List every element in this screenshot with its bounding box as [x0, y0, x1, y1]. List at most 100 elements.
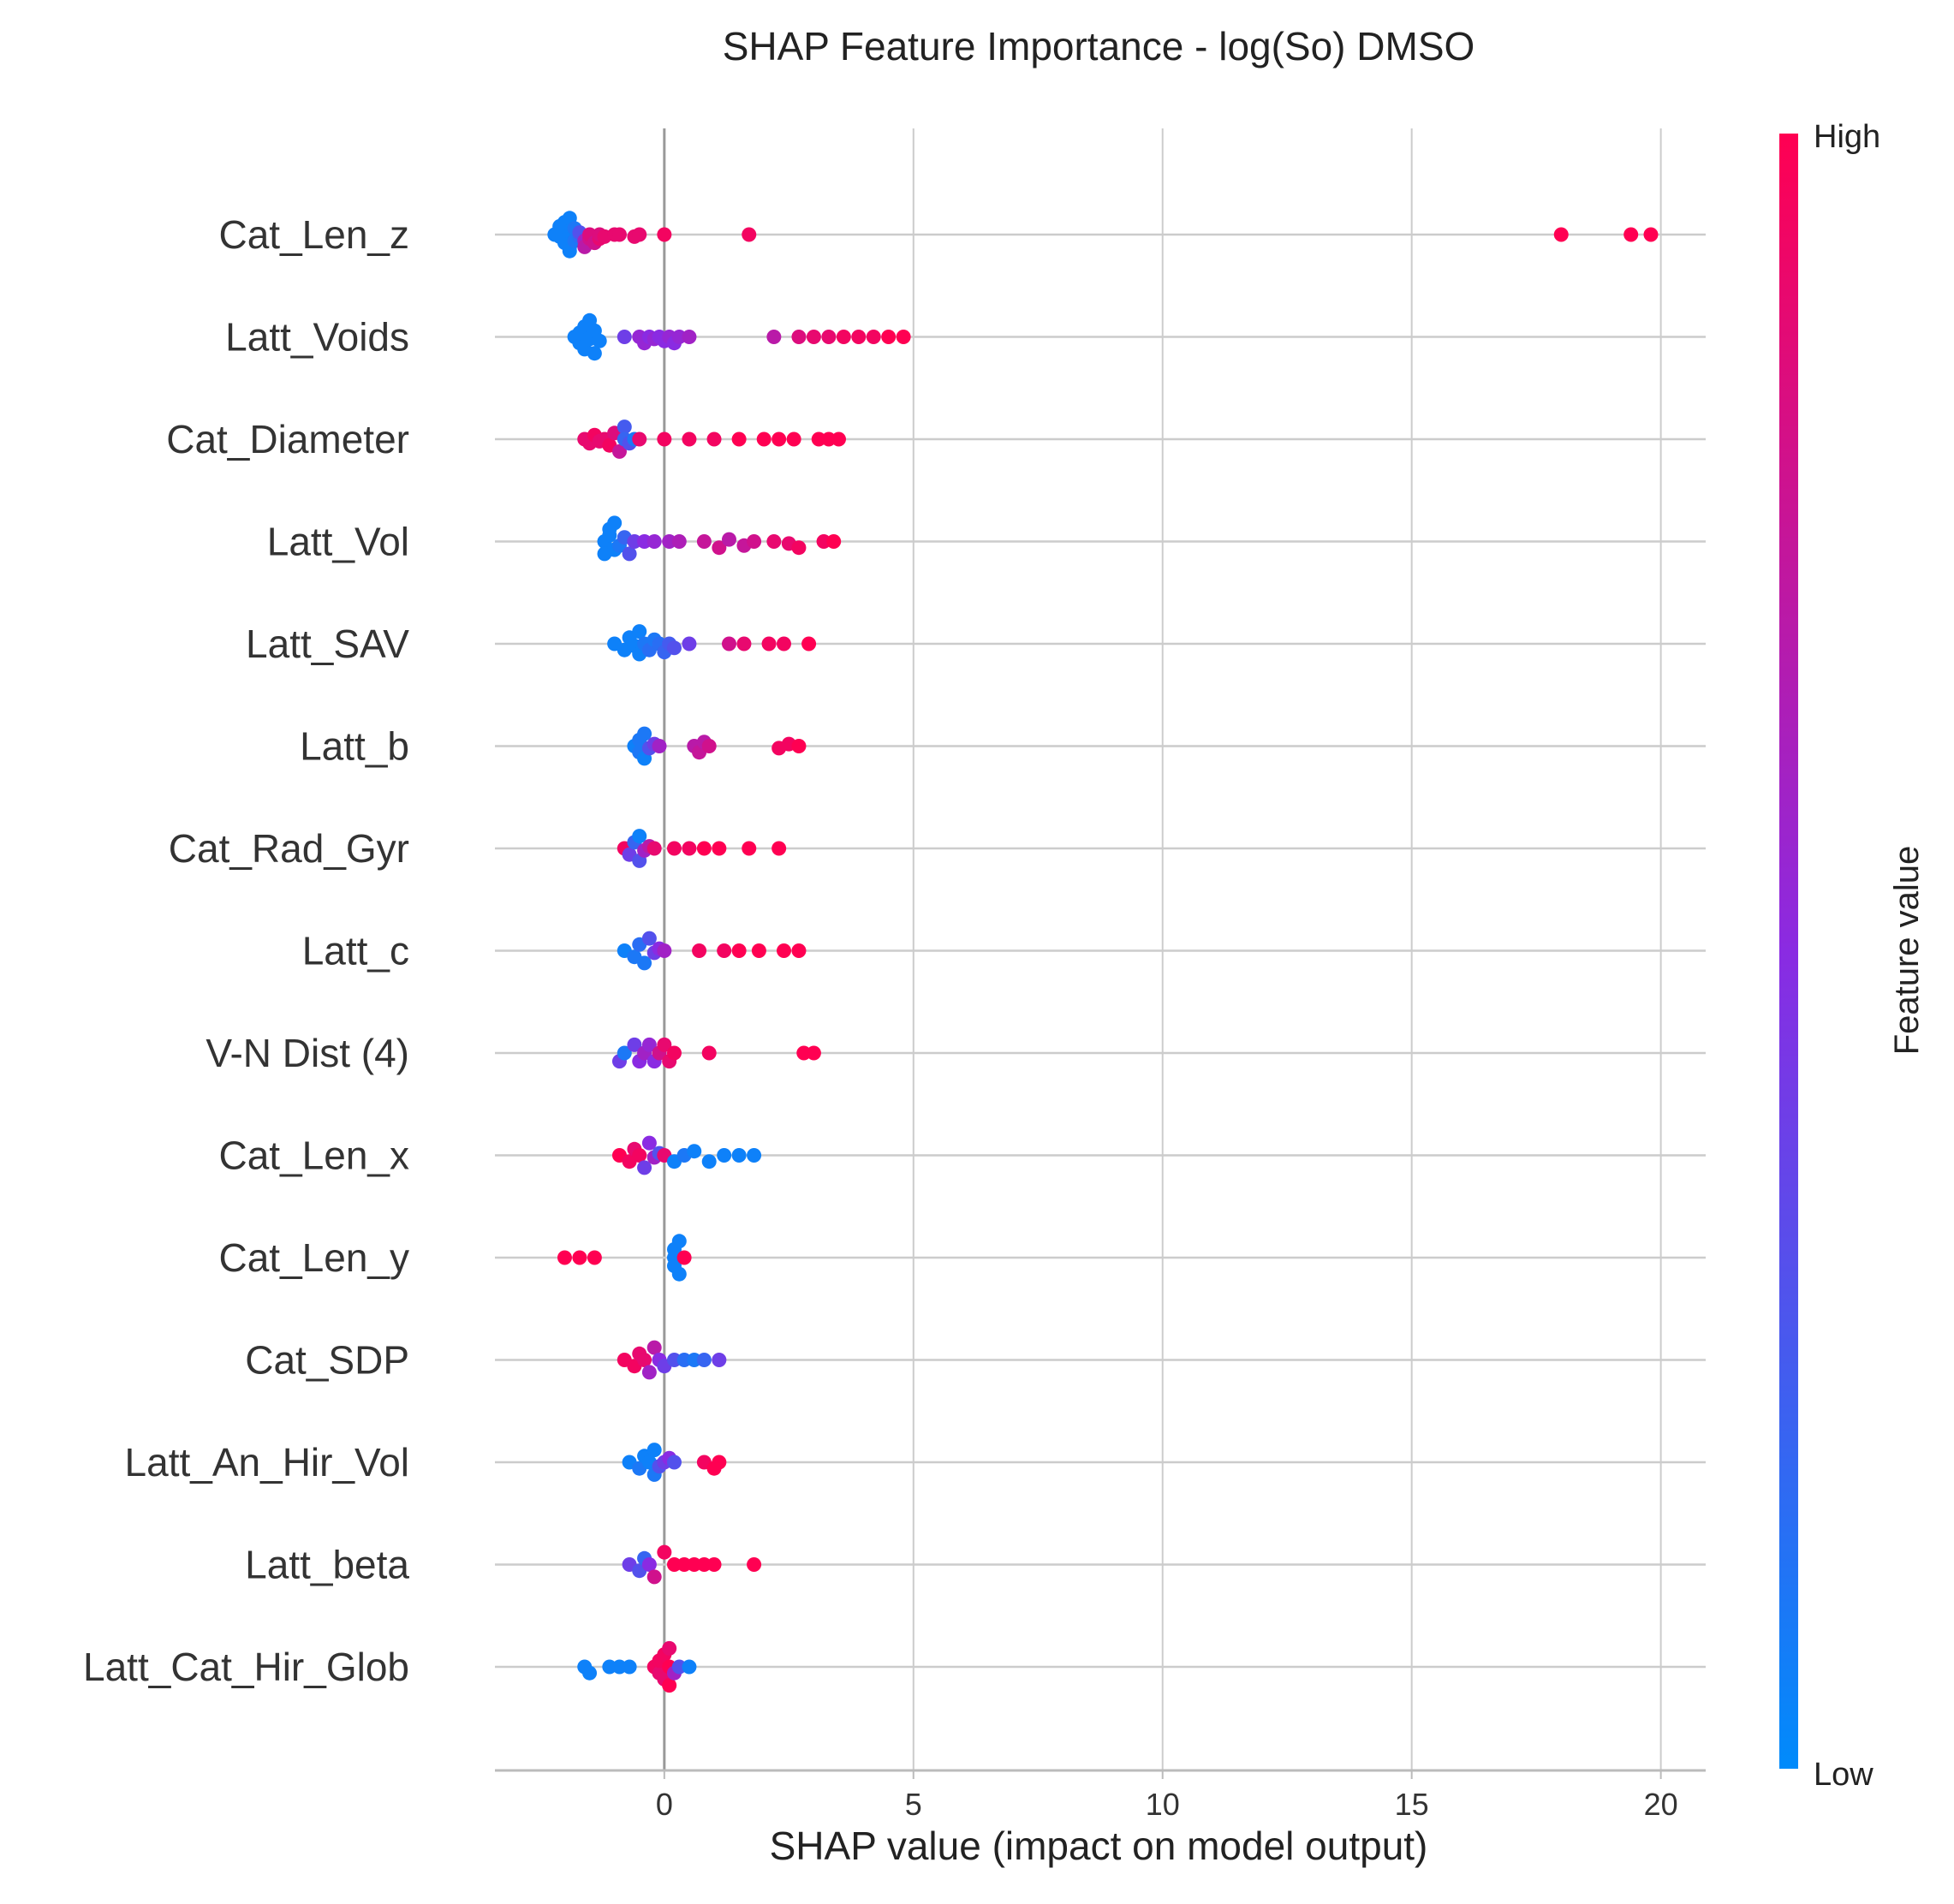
- shap-point: [712, 841, 727, 856]
- shap-point: [641, 1365, 657, 1380]
- shap-point: [666, 1455, 682, 1470]
- chart-title: SHAP Feature Importance - log(So) DMSO: [723, 24, 1475, 68]
- shap-point: [851, 330, 867, 344]
- shap-point: [617, 330, 632, 344]
- feature-label: Cat_SDP: [245, 1338, 409, 1383]
- shap-point: [682, 841, 697, 856]
- shap-point: [826, 534, 842, 549]
- feature-label: Cat_Len_y: [219, 1235, 410, 1280]
- shap-point: [676, 1353, 692, 1367]
- shap-point: [731, 1148, 747, 1163]
- shap-point: [587, 1250, 602, 1265]
- shap-point: [637, 726, 652, 741]
- shap-point: [657, 943, 672, 958]
- x-axis-label: SHAP value (impact on model output): [770, 1824, 1428, 1868]
- shap-point: [766, 534, 782, 549]
- feature-label: Latt_beta: [245, 1543, 409, 1587]
- shap-point: [821, 431, 837, 447]
- shap-point: [641, 1135, 657, 1151]
- feature-label: Latt_SAV: [246, 622, 409, 666]
- shap-point: [1623, 227, 1639, 242]
- shap-point: [671, 1266, 687, 1282]
- shap-point: [692, 943, 707, 958]
- shap-point: [652, 739, 667, 753]
- shap-point: [717, 943, 732, 958]
- shap-point: [791, 739, 807, 753]
- shap-point: [607, 515, 623, 531]
- shap-point: [657, 431, 672, 447]
- shap-point: [641, 1557, 657, 1572]
- shap-point: [617, 1045, 632, 1061]
- shap-point: [786, 431, 801, 447]
- shap-point: [671, 1234, 687, 1249]
- x-tick-label: 15: [1395, 1787, 1429, 1822]
- shap-point: [662, 1678, 677, 1693]
- shap-point: [776, 943, 791, 958]
- shap-point: [637, 1160, 652, 1175]
- shap-point: [696, 1557, 712, 1572]
- x-tick-label: 20: [1644, 1787, 1678, 1822]
- shap-point: [687, 1144, 702, 1159]
- x-axis: 0 5 10 15 20: [495, 1769, 1706, 1822]
- shap-point: [801, 636, 817, 652]
- points-layer: [547, 211, 1659, 1693]
- shap-point: [736, 636, 752, 652]
- shap-point: [666, 640, 682, 656]
- feature-label: Cat_Rad_Gyr: [169, 826, 409, 871]
- x-tick-label: 5: [905, 1787, 922, 1822]
- shap-point: [627, 1037, 642, 1052]
- colorbar-title: Feature value: [1888, 846, 1926, 1056]
- grid-layer: [663, 128, 1662, 1770]
- shap-point: [646, 841, 662, 856]
- shap-point: [831, 431, 847, 447]
- shap-point: [662, 534, 677, 549]
- feature-label: Latt_Cat_Hir_Glob: [83, 1645, 409, 1689]
- shap-point: [666, 1353, 682, 1367]
- shap-point: [701, 1154, 717, 1169]
- shap-point: [646, 534, 662, 549]
- shap-point: [696, 841, 712, 856]
- shap-point: [806, 330, 821, 344]
- shap-point: [632, 829, 647, 844]
- shap-point: [637, 955, 652, 971]
- shap-point: [632, 431, 647, 447]
- shap-point: [731, 943, 747, 958]
- shap-point: [766, 330, 782, 344]
- colorbar: High Low Feature value: [1779, 119, 1926, 1793]
- shap-point: [646, 1443, 662, 1458]
- shap-point: [881, 330, 897, 344]
- shap-point: [682, 431, 697, 447]
- shap-point: [582, 1665, 598, 1681]
- shap-point: [632, 227, 647, 242]
- shap-point: [657, 227, 672, 242]
- shap-point: [671, 534, 687, 549]
- shap-point: [637, 1353, 652, 1367]
- shap-point: [811, 431, 826, 447]
- shap-point: [701, 739, 717, 753]
- shap-point: [637, 534, 652, 549]
- feature-label: Cat_Len_x: [219, 1133, 410, 1178]
- shap-point: [617, 419, 632, 435]
- shap-point: [641, 1037, 657, 1052]
- shap-point: [717, 1148, 732, 1163]
- shap-point: [676, 1250, 692, 1265]
- shap-point: [666, 1045, 682, 1061]
- shap-point: [771, 431, 787, 447]
- shap-point: [657, 1037, 672, 1052]
- shap-point: [721, 532, 736, 547]
- shap-point: [896, 330, 911, 344]
- shap-point: [602, 1659, 617, 1675]
- shap-point: [721, 636, 736, 652]
- x-tick-label: 0: [656, 1787, 673, 1822]
- shap-point: [662, 1640, 677, 1656]
- shap-point: [776, 636, 791, 652]
- shap-point: [666, 841, 682, 856]
- shap-point: [747, 1148, 762, 1163]
- shap-point: [611, 1659, 627, 1675]
- shap-point: [592, 333, 607, 348]
- shap-point: [632, 1148, 647, 1163]
- shap-point: [706, 1557, 722, 1572]
- feature-label: Latt_b: [300, 724, 409, 769]
